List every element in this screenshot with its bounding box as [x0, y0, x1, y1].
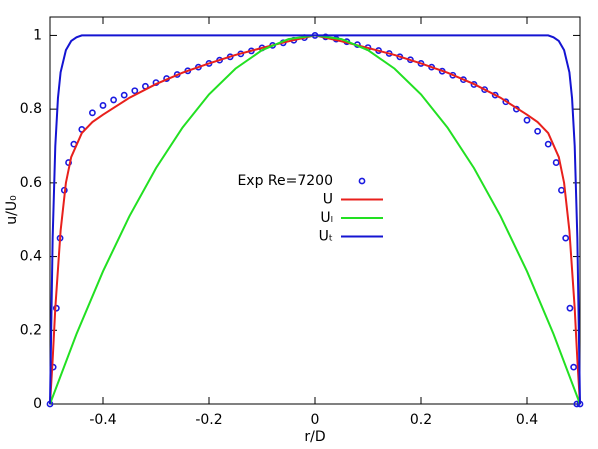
x-axis-label: r/D [304, 429, 325, 445]
y-tick-label: 0 [33, 396, 42, 412]
data-point [491, 91, 499, 99]
data-point [131, 87, 139, 95]
series-line [49, 34, 581, 405]
data-point [99, 102, 107, 109]
series-line [49, 34, 581, 405]
data-point [523, 116, 531, 124]
data-point [558, 186, 565, 194]
legend-label: Uₜ [319, 229, 333, 245]
legend-label: U [323, 192, 333, 208]
legend-label: Uₗ [320, 210, 333, 226]
legend-label: Exp Re=7200 [237, 173, 333, 189]
data-point [89, 109, 96, 117]
y-tick-label: 0.8 [20, 101, 42, 117]
y-tick-label: 0.4 [20, 249, 42, 265]
plot-frame [49, 16, 581, 405]
x-tick-label: 0.2 [410, 412, 432, 428]
data-point [481, 86, 488, 94]
data-point [110, 96, 117, 104]
x-tick-label: -0.4 [89, 412, 116, 428]
data-point [544, 140, 552, 148]
legend-marker [358, 177, 366, 185]
y-tick-label: 1 [33, 27, 42, 43]
data-point [562, 234, 570, 242]
y-tick-label: 0.2 [20, 322, 42, 338]
data-point [534, 127, 541, 135]
series-line [49, 34, 581, 405]
data-point [120, 91, 128, 99]
data-point [566, 304, 574, 312]
x-tick-label: -0.2 [195, 412, 222, 428]
data-point [552, 159, 560, 166]
x-tick-label: 0 [311, 412, 320, 428]
y-tick-label: 0.6 [20, 175, 42, 191]
y-axis-label: u/U₀ [4, 195, 20, 225]
data-point [570, 363, 578, 371]
x-tick-label: 0.4 [516, 412, 538, 428]
